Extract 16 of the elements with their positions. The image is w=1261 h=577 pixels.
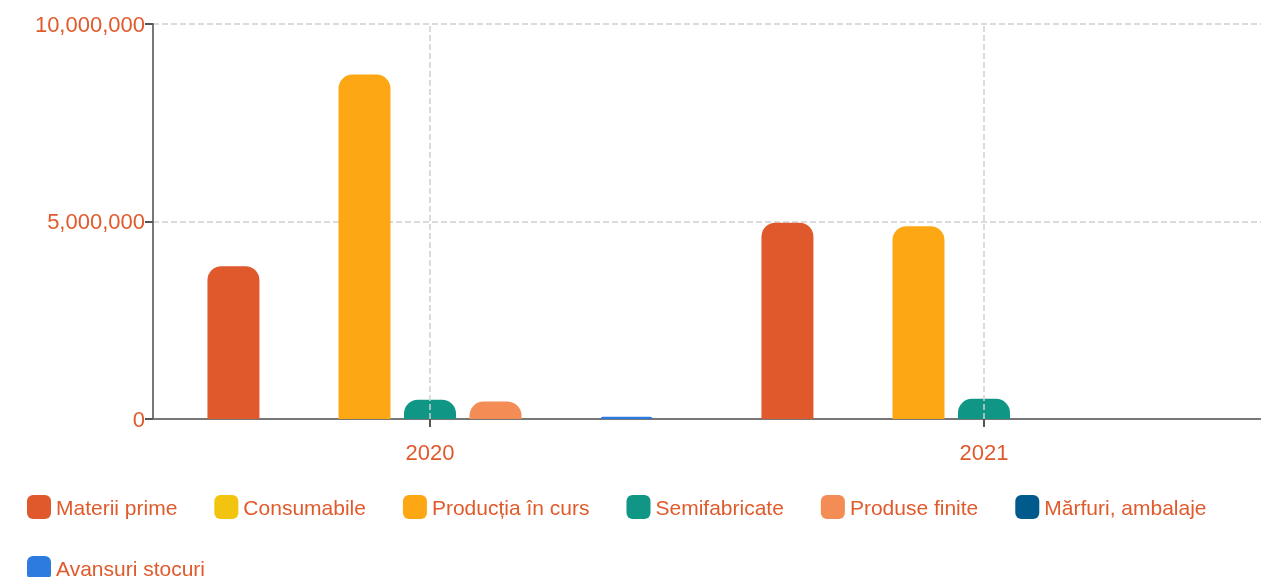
x-tick-label: 2020 [405,439,455,465]
bar [761,222,814,419]
y-tick-label: 5,000,000 [47,209,145,234]
legend-label: Materii prime [56,495,178,519]
bar [892,226,945,419]
legend-label: Avansuri stocuri [56,556,206,577]
legend-label: Semifabricate [655,495,784,519]
bar [207,266,260,419]
legend-label: Consumabile [243,495,366,519]
y-tick-label: 0 [132,406,145,432]
bar [338,74,391,419]
legend-label: Producția în curs [431,495,590,519]
legend-label: Mărfuri, ambalaje [1044,495,1207,519]
legend-label: Produse finite [849,495,979,519]
y-tick-label: 10,000,000 [34,11,145,37]
x-tick-label: 2021 [959,439,1009,465]
